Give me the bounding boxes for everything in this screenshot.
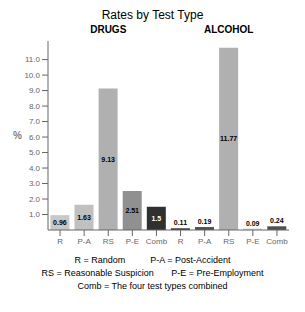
svg-text:1.5: 1.5 (151, 215, 161, 222)
svg-text:RS: RS (103, 237, 114, 246)
svg-text:1.0: 1.0 (29, 210, 41, 219)
svg-text:7.0: 7.0 (29, 117, 41, 126)
html-text:DRUGS: DRUGS (90, 24, 127, 35)
html-text:ALCOHOL: ALCOHOL (204, 24, 254, 35)
svg-text:8.0: 8.0 (29, 102, 41, 111)
svg-text:R: R (178, 237, 184, 246)
svg-text:9.13: 9.13 (101, 156, 115, 163)
svg-text:0.96: 0.96 (53, 219, 67, 226)
svg-text:0.19: 0.19 (198, 218, 212, 225)
html-text:R = Random P-A = Post-Accident: R = Random P-A = Post-Accident (74, 255, 231, 265)
html-text:RS = Reasonable Suspicion P-E: RS = Reasonable Suspicion P-E = Pre-Empl… (41, 268, 264, 278)
svg-text:P-E: P-E (246, 237, 259, 246)
svg-text:3.0: 3.0 (29, 179, 41, 188)
svg-text:5.0: 5.0 (29, 148, 41, 157)
svg-text:11.0: 11.0 (25, 55, 41, 64)
svg-text:0.09: 0.09 (246, 220, 260, 227)
svg-text:0.24: 0.24 (270, 217, 284, 224)
svg-text:RS: RS (223, 237, 234, 246)
svg-text:P-E: P-E (126, 237, 139, 246)
svg-text:%: % (13, 130, 22, 141)
svg-text:10.0: 10.0 (24, 71, 40, 80)
svg-text:Comb: Comb (146, 237, 168, 246)
html-text:Rates by Test Type: Rates by Test Type (101, 8, 204, 22)
svg-text:R: R (57, 237, 63, 246)
svg-text:11.77: 11.77 (220, 135, 237, 142)
svg-text:1.63: 1.63 (77, 214, 91, 221)
svg-text:0.11: 0.11 (174, 219, 187, 226)
svg-text:P-A: P-A (77, 237, 91, 246)
svg-text:6.0: 6.0 (29, 133, 41, 142)
svg-text:2.51: 2.51 (125, 207, 139, 214)
svg-text:2.0: 2.0 (29, 195, 41, 204)
svg-text:Comb: Comb (266, 237, 288, 246)
svg-text:P-A: P-A (198, 237, 212, 246)
html-text:Comb = The four test types com: Comb = The four test types combined (77, 281, 228, 291)
svg-text:9.0: 9.0 (29, 86, 41, 95)
svg-text:4.0: 4.0 (29, 164, 41, 173)
